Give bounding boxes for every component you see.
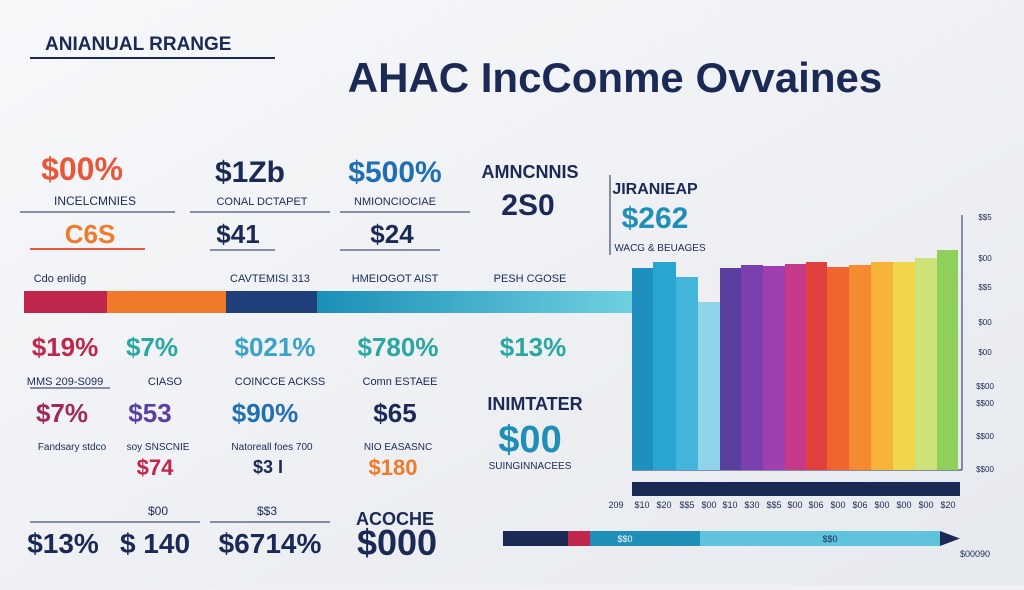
arrow-label: $$0: [617, 534, 632, 544]
stat-label: SUINGINNACEES: [489, 461, 572, 472]
axis-label: $00: [978, 348, 992, 357]
x-label: $30: [744, 500, 759, 510]
stat-label: soy SNSCNIE: [127, 442, 190, 453]
bottom-label: $00: [148, 504, 168, 518]
axis-label: $$00: [976, 399, 994, 408]
bottom-label: ACOCHE: [356, 509, 434, 529]
stat-label: Comn ESTAEE: [363, 376, 438, 388]
stat-value: $74: [137, 455, 174, 480]
stat-value: $13%: [500, 332, 567, 362]
stat-label: INIMTATER: [487, 394, 582, 414]
card-big: $00%: [41, 151, 123, 187]
arrow-label: $$0: [822, 534, 837, 544]
card-label: AMNCNNIS: [482, 162, 579, 182]
axis-label: $$5: [978, 283, 992, 292]
card-value: 2S0: [501, 189, 554, 222]
x-label: $06: [808, 500, 823, 510]
x-label: $$5: [679, 500, 694, 510]
stat-value: $3 I: [253, 457, 283, 477]
corner-label: $00090: [960, 549, 990, 559]
axis-label: $$00: [976, 382, 994, 391]
card-value: $262: [622, 202, 689, 235]
stat-value: $53: [128, 398, 171, 428]
stat-value: $65: [373, 398, 416, 428]
stat-value: $7%: [36, 398, 88, 428]
card-label: INCELCMNIES: [54, 194, 136, 208]
stat-label: COINCCE ACKSS: [235, 376, 325, 388]
stat-label: Natoreall foes 700: [231, 442, 313, 453]
card-big: $500%: [348, 156, 441, 189]
x-label: $$5: [766, 500, 781, 510]
card-label: CONAL DCTAPET: [216, 196, 307, 208]
bottom-value: $13%: [27, 528, 99, 559]
card-value: C6S: [65, 219, 116, 249]
band-label: HMEIOGOT AIST: [352, 273, 439, 285]
stat-value: $180: [369, 455, 418, 480]
stat-value: $90%: [232, 398, 299, 428]
bottom-value: $000: [357, 522, 437, 563]
stat-label: CIASO: [148, 376, 183, 388]
x-label: $10: [634, 500, 649, 510]
x-label: $00: [830, 500, 845, 510]
stat-value: $7%: [126, 332, 178, 362]
bottom-label: $$3: [257, 504, 277, 518]
band-label: Cdo enlidg: [34, 273, 87, 285]
stat-value: $19%: [32, 332, 99, 362]
x-label: $00: [896, 500, 911, 510]
x-label: $00: [787, 500, 802, 510]
card-label: WACG & BEUAGES: [614, 243, 706, 254]
card-big: $1Zb: [215, 156, 285, 189]
stat-label: MMS 209-S099: [27, 376, 103, 388]
card-label: NMIONCIOCIAE: [354, 196, 436, 208]
x-label: $06: [852, 500, 867, 510]
title: AHAC IncConme Ovvaines: [348, 54, 882, 101]
axis-label: $$5: [978, 213, 992, 222]
band-label: CAVTEMISI 313: [230, 273, 310, 285]
stat-value: $021%: [235, 332, 316, 362]
stat-label: NIO EASASNC: [364, 442, 432, 453]
x-label: 209: [608, 500, 623, 510]
bottom-value: $6714%: [219, 528, 322, 559]
card-label: JIRANIEAP: [612, 181, 698, 198]
x-label: $20: [940, 500, 955, 510]
card-value: $41: [216, 219, 259, 249]
decor: [20, 57, 963, 546]
axis-label: $$00: [976, 465, 994, 474]
bottom-value: $ 140: [120, 528, 190, 559]
axis-label: $00: [978, 318, 992, 327]
x-label: $00: [918, 500, 933, 510]
band-label: PESH CGOSE: [494, 273, 567, 285]
stat-value: $00: [498, 419, 561, 461]
x-label: $00: [701, 500, 716, 510]
axis-label: $$00: [976, 432, 994, 441]
stat-value: $780%: [358, 332, 439, 362]
axis-label: $00: [978, 254, 992, 263]
x-label: $00: [874, 500, 889, 510]
card-value: $24: [370, 219, 414, 249]
x-label: $10: [722, 500, 737, 510]
x-label: $20: [656, 500, 671, 510]
header-tag: ANIANUAL RRANGE: [45, 34, 231, 55]
stat-label: Fandsary stdco: [38, 442, 107, 453]
